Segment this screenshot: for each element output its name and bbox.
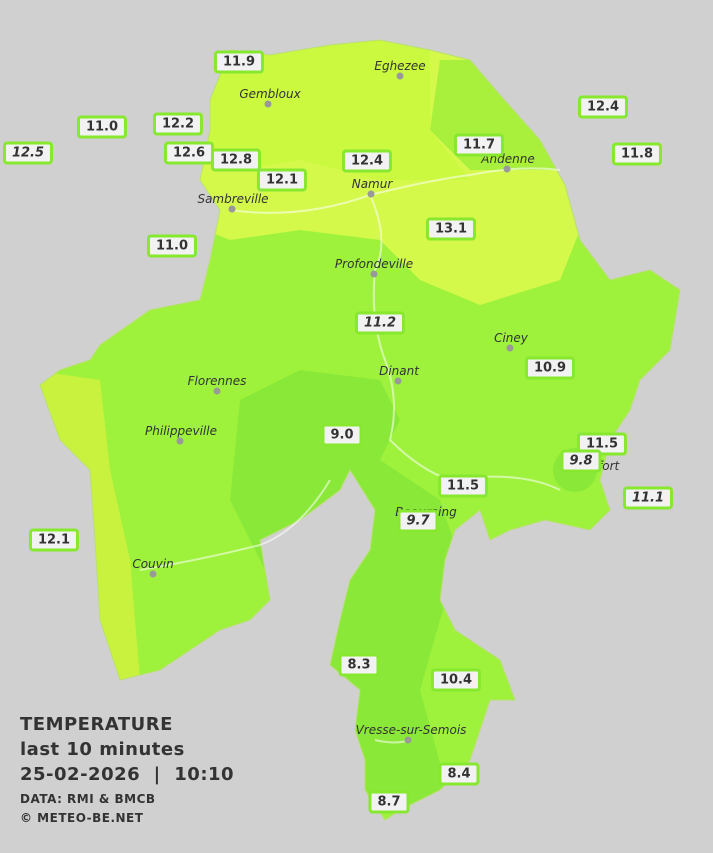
town-label: Namur xyxy=(351,177,393,191)
station-reading: 11.1 xyxy=(622,486,674,510)
town-label: Vresse-sur-Semois xyxy=(355,723,467,737)
legend-credit: © METEO-BE.NET xyxy=(20,811,144,825)
station-reading: 12.1 xyxy=(28,528,80,552)
station-reading: 12.4 xyxy=(341,149,393,173)
town-dot xyxy=(176,437,184,445)
station-reading: 11.0 xyxy=(146,234,198,258)
town-dot xyxy=(370,270,378,278)
station-reading: 12.2 xyxy=(152,112,204,136)
station-reading: 9.0 xyxy=(321,423,363,447)
station-reading: 12.5 xyxy=(2,141,54,165)
town-label: Philippeville xyxy=(145,424,217,438)
station-reading: 12.4 xyxy=(577,95,629,119)
station-reading: 12.8 xyxy=(210,148,262,172)
town-dot xyxy=(394,377,402,385)
station-reading: 13.1 xyxy=(425,217,477,241)
legend-source: DATA: RMI & BMCB xyxy=(20,792,156,806)
town-dot xyxy=(213,387,221,395)
station-reading: 11.8 xyxy=(611,142,663,166)
station-reading: 11.2 xyxy=(354,311,406,335)
legend-subtitle: last 10 minutes xyxy=(20,739,185,760)
station-reading: 11.5 xyxy=(437,474,489,498)
legend-datetime: 25-02-2026 | 10:10 xyxy=(20,764,235,785)
station-reading: 12.1 xyxy=(256,168,308,192)
station-reading: 8.4 xyxy=(438,762,480,786)
legend-title: TEMPERATURE xyxy=(20,714,173,735)
town-label: Dinant xyxy=(379,364,419,378)
station-reading: 12.6 xyxy=(163,141,215,165)
station-reading: 8.3 xyxy=(338,653,380,677)
town-dot xyxy=(264,100,272,108)
rivers xyxy=(139,167,561,744)
station-reading: 10.9 xyxy=(524,356,576,380)
town-label: Sambreville xyxy=(197,192,269,206)
town-label: Couvin xyxy=(132,557,174,571)
station-reading: 11.0 xyxy=(76,115,128,139)
province-outline xyxy=(39,39,681,821)
town-dot xyxy=(503,165,511,173)
town-dot xyxy=(404,736,412,744)
town-label: Florennes xyxy=(187,374,247,388)
town-dot xyxy=(367,190,375,198)
town-dot xyxy=(228,205,236,213)
town-dot xyxy=(506,344,514,352)
town-label: Profondeville xyxy=(334,257,414,271)
legend: TEMPERATURE last 10 minutes 25-02-2026 |… xyxy=(20,712,234,828)
station-reading: 9.8 xyxy=(560,449,602,473)
town-label: Gembloux xyxy=(239,87,301,101)
station-reading: 10.4 xyxy=(430,668,482,692)
town-label: Eghezee xyxy=(374,59,426,73)
town-dot xyxy=(149,570,157,578)
station-reading: 11.7 xyxy=(453,133,505,157)
town-label: Ciney xyxy=(494,331,528,345)
station-reading: 11.9 xyxy=(213,50,265,74)
station-reading: 8.7 xyxy=(368,790,410,814)
station-reading: 9.7 xyxy=(397,509,439,533)
town-dot xyxy=(396,72,404,80)
